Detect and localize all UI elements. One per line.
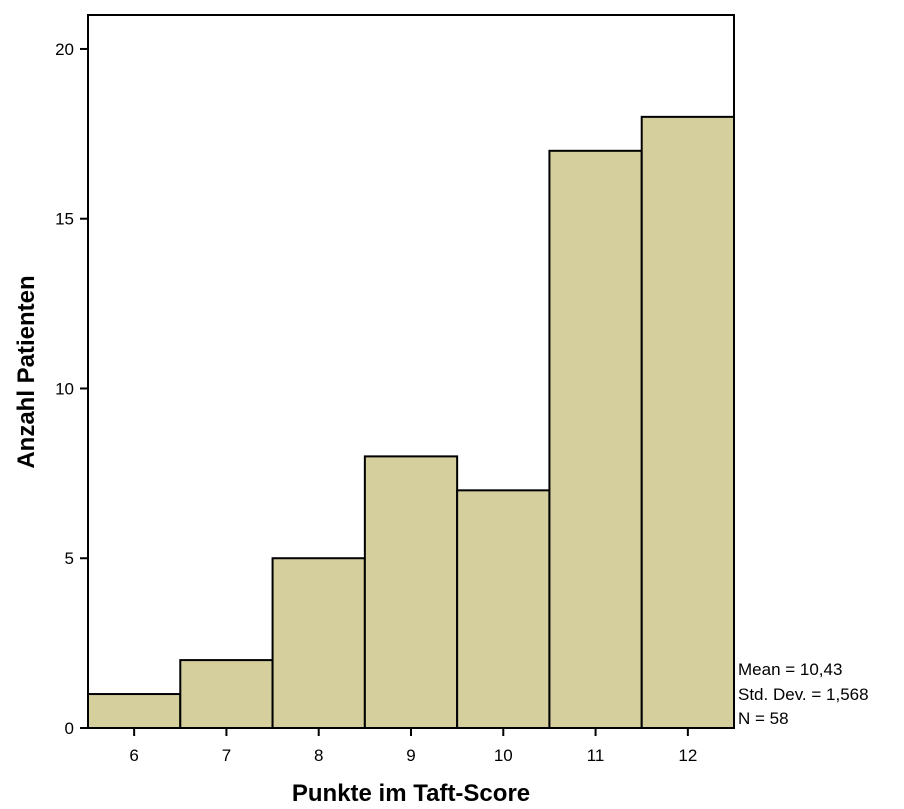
x-axis-title: Punkte im Taft-Score xyxy=(292,780,530,807)
y-tick-label-0: 0 xyxy=(65,719,74,738)
x-tick-label-11: 11 xyxy=(587,746,605,765)
bar-8 xyxy=(271,557,366,729)
x-tick-label-12: 12 xyxy=(678,746,697,765)
y-tick-label-20: 20 xyxy=(55,40,74,59)
x-tick-label-9: 9 xyxy=(406,746,415,765)
plot-frame xyxy=(87,14,735,729)
y-axis-title: Anzahl Patienten xyxy=(13,275,40,468)
y-tick-label-15: 15 xyxy=(55,210,74,229)
x-tick-label-6: 6 xyxy=(129,746,138,765)
x-tick-label-10: 10 xyxy=(494,746,513,765)
x-tick-label-8: 8 xyxy=(314,746,323,765)
x-axis: 6 7 8 9 10 11 12 xyxy=(129,728,697,765)
y-tick-label-5: 5 xyxy=(65,549,74,568)
x-tick-label-7: 7 xyxy=(222,746,231,765)
bar-9 xyxy=(363,455,459,729)
bar-6 xyxy=(87,693,182,729)
stat-n: N = 58 xyxy=(738,709,789,728)
bar-10 xyxy=(456,489,551,730)
bars-group xyxy=(87,115,736,730)
bar-11 xyxy=(548,149,643,730)
stat-std-dev: Std. Dev. = 1,568 xyxy=(738,685,869,704)
bar-12 xyxy=(640,115,736,730)
stat-mean: Mean = 10,43 xyxy=(738,660,842,679)
bar-7 xyxy=(179,659,274,729)
y-axis: 0 5 10 15 20 xyxy=(55,40,88,738)
y-tick-label-10: 10 xyxy=(55,379,74,398)
